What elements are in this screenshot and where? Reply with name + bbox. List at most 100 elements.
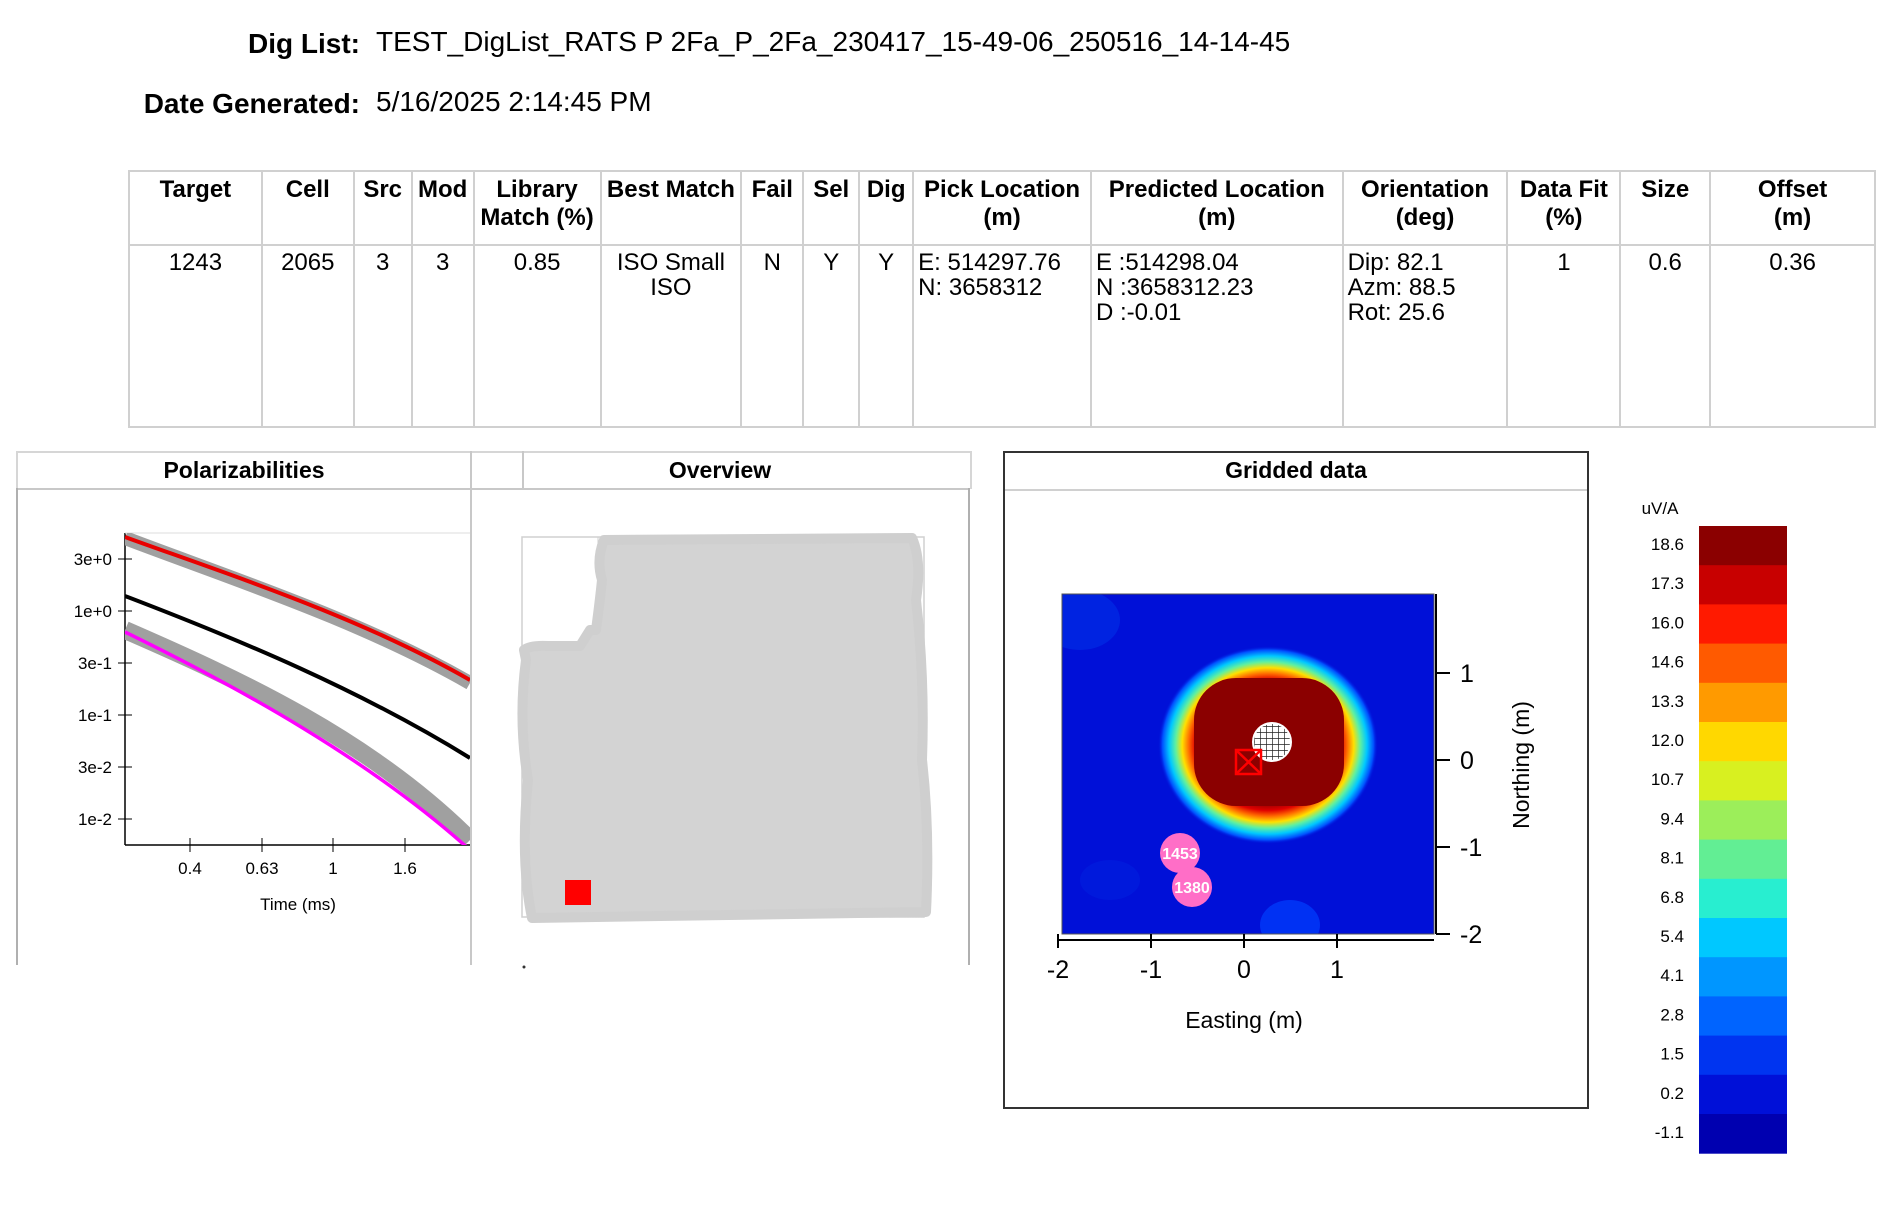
pol-ytick-label: 3e+0 [74,550,112,569]
overview-survey-coverage [517,533,933,923]
overview-title: Overview [668,457,772,483]
colorbar-label: 18.6 [1651,535,1684,554]
cell-dig: Y [858,244,915,428]
colorbar-label: 9.4 [1660,809,1684,828]
dig-list-label: Dig List: [248,28,360,59]
col-header-predicted-location: Predicted Location (m) [1089,170,1344,246]
overview-right-edge [968,488,970,965]
colorbar-swatch [1699,996,1787,1037]
grid-xtick-label: 0 [1237,956,1251,984]
grid-xtick-label: -1 [1140,956,1162,984]
colorbar-label: 10.7 [1651,770,1684,789]
pol-xtick-label: 1 [328,859,337,878]
colorbar-swatch [1699,643,1787,684]
cell-pick-location: E: 514297.76 N: 3658312 [912,244,1092,428]
cell-cell: 2065 [260,244,355,428]
colorbar-label: 5.4 [1660,927,1684,946]
col-header-data-fit: Data Fit (%) [1506,170,1622,246]
colorbar-label: 13.3 [1651,692,1684,711]
colorbar-label: 16.0 [1651,613,1684,632]
colorbar-swatch [1699,878,1787,919]
cell-offset: 0.36 [1709,244,1876,428]
col-header-size: Size [1619,170,1712,246]
colorbar-swatch [1699,918,1787,958]
grid-marker-label: 1453 [1162,846,1198,863]
overview-origin-dot [522,965,526,969]
col-header-best-match: Best Match [599,170,743,246]
pol-ytick-label: 3e-2 [78,758,112,777]
cell-library-match: 0.85 [472,244,602,428]
colorbar-label: 0.2 [1660,1084,1684,1103]
grid-blob [1062,594,1120,650]
grid-ytick-label: 0 [1460,747,1474,775]
pol-curve-tertiary [125,630,467,845]
colorbar-label: 17.3 [1651,574,1684,593]
cell-best-match: ISO Small ISO [599,244,743,428]
grid-marker-1380 [1172,867,1212,907]
cell-fail: N [740,244,805,428]
col-header-src: Src [352,170,413,246]
cell-sel: Y [802,244,861,428]
cell-target: 1243 [128,244,263,428]
colorbar-swatch [1699,957,1787,997]
grid-xtick-label: -2 [1047,956,1069,984]
table-header-row: Target Cell Src Mod Library Match (%) Bes… [128,170,1876,246]
grid-xtick-label: 1 [1330,956,1344,984]
colorbar-swatch [1699,1074,1787,1115]
colorbar-swatch [1699,800,1787,841]
pol-ytick-label: 1e+0 [74,602,112,621]
panel-header-rule [16,488,970,490]
dig-list-value: TEST_DigList_RATS P 2Fa_P_2Fa_230417_15-… [376,26,1291,57]
left-panel-edge [16,488,18,965]
pol-xtick-label: 1.6 [393,859,417,878]
grid-ytick-label: 1 [1460,660,1474,688]
col-header-sel: Sel [802,170,861,246]
overview-target-marker [565,880,591,905]
colorbar-label: 12.0 [1651,731,1684,750]
grid-pick-location-icon [1234,748,1263,776]
grid-blob [1260,900,1320,934]
colorbar-swatch [1699,722,1787,762]
colorbar-swatch [1699,839,1787,880]
col-header-library-match: Library Match (%) [472,170,602,246]
col-header-mod: Mod [410,170,475,246]
grid-predicted-location [1252,722,1292,762]
col-header-orientation: Orientation (deg) [1341,170,1509,246]
cell-size: 0.6 [1619,244,1712,428]
pol-xtick-label: 0.4 [178,859,202,878]
colorbar-swatch [1699,526,1787,566]
pol-x-axis-label: Time (ms) [260,895,336,914]
cell-orientation: Dip: 82.1 Azm: 88.5 Rot: 25.6 [1341,244,1509,428]
pol-ytick-label: 3e-1 [78,654,112,673]
pol-xtick-label: 0.63 [245,859,278,878]
cell-mod: 3 [410,244,475,428]
grid-blob [1080,860,1140,900]
colorbar-swatch [1699,682,1787,723]
col-header-offset: Offset (m) [1709,170,1876,246]
colorbar: uV/A 18.6 17.3 16.0 14.6 13.3 12.0 10.7 9.4 8.1 6… [1642,499,1787,1154]
colorbar-unit: uV/A [1642,499,1680,518]
grid-y-axis-label: Northing (m) [1508,701,1534,829]
pol-curve-primary [125,535,470,682]
col-header-dig: Dig [858,170,915,246]
pol-ytick-label: 1e-1 [78,706,112,725]
dig-list-table: Target Cell Src Mod Library Match (%) Bes… [128,170,1876,428]
grid-marker-label: 1380 [1174,880,1210,897]
colorbar-label: 6.8 [1660,888,1684,907]
colorbar-label: 2.8 [1660,1005,1684,1024]
colorbar-swatch [1699,565,1787,605]
cell-src: 3 [352,244,413,428]
colorbar-label: 4.1 [1660,966,1684,985]
grid-marker-1453 [1160,833,1200,873]
gridded-data-chart: 1453 1380 -2 -1 0 1 Easting (m) 1 0 -1 -… [1047,593,1534,1033]
colorbar-swatches [1699,526,1787,1154]
gridded-data-panel [1003,451,1589,1109]
gridded-data-title: Gridded data [1225,457,1367,483]
cell-data-fit: 1 [1506,244,1622,428]
col-header-target: Target [128,170,263,246]
pol-curve-secondary [125,594,470,760]
cell-predicted-location: E :514298.04 N :3658312.23 D :-0.01 [1089,244,1344,428]
colorbar-swatch [1699,1114,1787,1154]
colorbar-swatch [1699,761,1787,801]
